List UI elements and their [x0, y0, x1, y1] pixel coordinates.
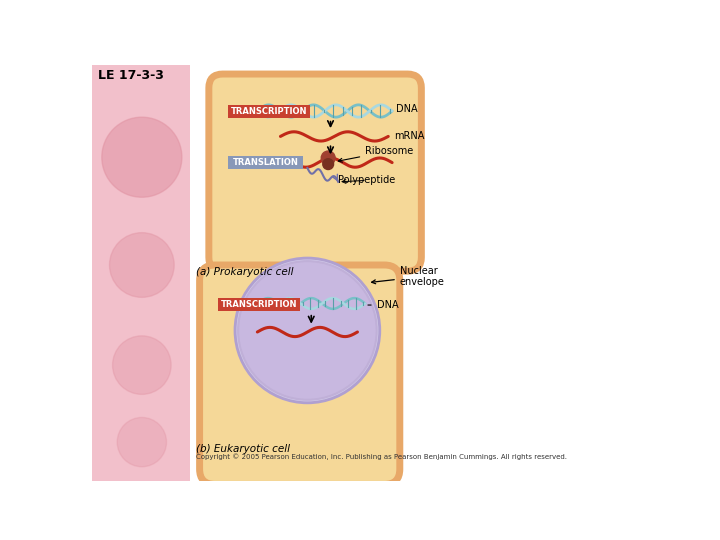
Text: Ribosome: Ribosome	[338, 146, 413, 162]
Text: TRANSCRIPTION: TRANSCRIPTION	[221, 300, 297, 309]
Circle shape	[321, 151, 335, 165]
FancyBboxPatch shape	[199, 265, 400, 484]
Bar	[92, 65, 190, 481]
Text: Polypeptide: Polypeptide	[338, 176, 395, 185]
Text: DNA: DNA	[396, 104, 418, 114]
Circle shape	[109, 233, 174, 298]
Ellipse shape	[238, 261, 377, 400]
FancyBboxPatch shape	[218, 298, 300, 311]
FancyBboxPatch shape	[209, 74, 421, 271]
Text: mRNA: mRNA	[394, 131, 424, 140]
Circle shape	[102, 117, 182, 197]
Circle shape	[117, 417, 166, 467]
Circle shape	[323, 159, 333, 170]
Text: TRANSLATION: TRANSLATION	[233, 158, 298, 167]
Text: TRANSCRIPTION: TRANSCRIPTION	[231, 107, 307, 116]
Text: Nuclear
envelope: Nuclear envelope	[372, 266, 445, 287]
Circle shape	[112, 336, 171, 394]
Text: (a) Prokaryotic cell: (a) Prokaryotic cell	[196, 267, 293, 276]
Text: DNA: DNA	[368, 300, 398, 310]
Text: Copyright © 2005 Pearson Education, Inc. Publishing as Pearson Benjamin Cummings: Copyright © 2005 Pearson Education, Inc.…	[196, 454, 567, 460]
FancyBboxPatch shape	[228, 105, 310, 118]
FancyBboxPatch shape	[228, 157, 303, 168]
Ellipse shape	[235, 258, 379, 403]
Text: LE 17-3-3: LE 17-3-3	[98, 70, 164, 83]
Text: (b) Eukaryotic cell: (b) Eukaryotic cell	[196, 444, 289, 454]
